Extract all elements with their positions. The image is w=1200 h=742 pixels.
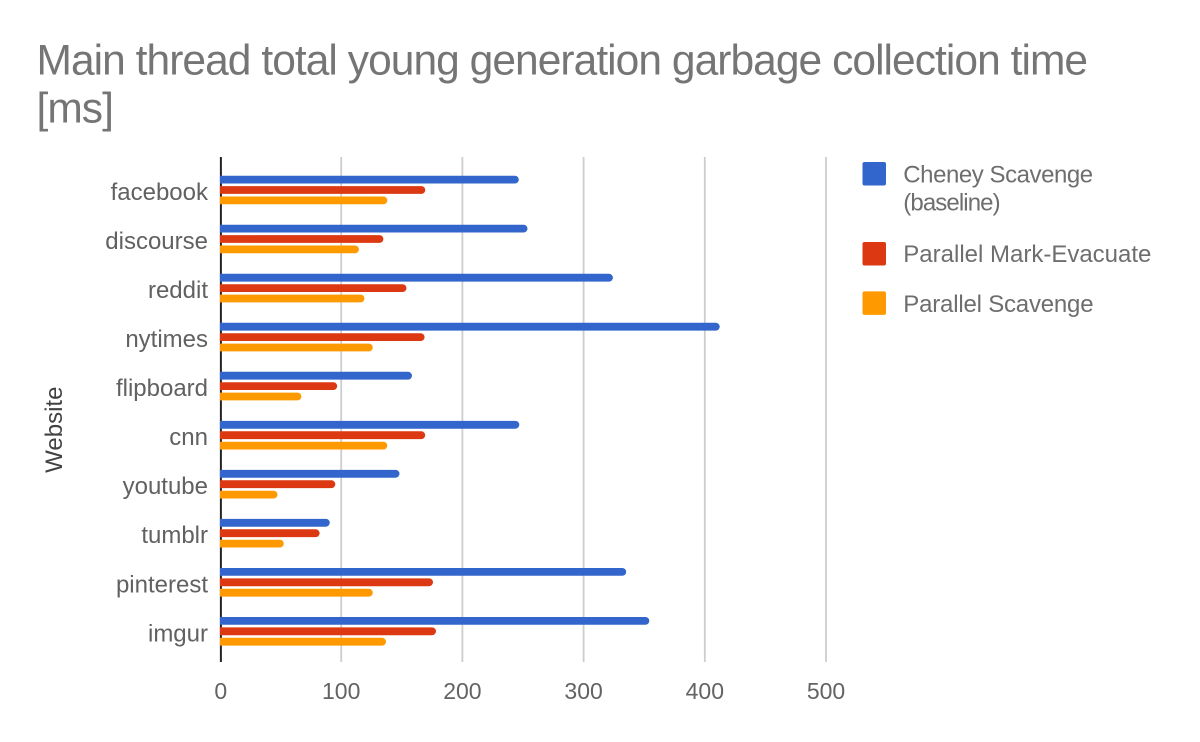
- svg-text:300: 300: [564, 678, 602, 704]
- svg-text:100: 100: [322, 678, 360, 704]
- svg-text:400: 400: [686, 678, 724, 704]
- svg-text:0: 0: [214, 678, 227, 704]
- svg-text:500: 500: [807, 678, 845, 704]
- svg-text:flipboard: flipboard: [116, 375, 208, 402]
- svg-text:nytimes: nytimes: [125, 326, 208, 353]
- svg-text:youtube: youtube: [123, 473, 208, 500]
- svg-text:200: 200: [443, 678, 481, 704]
- svg-text:pinterest: pinterest: [116, 571, 208, 598]
- svg-text:Parallel Scavenge: Parallel Scavenge: [903, 291, 1093, 318]
- svg-text:cnn: cnn: [169, 424, 208, 451]
- svg-text:Website: Website: [41, 387, 68, 473]
- svg-text:Parallel Mark-Evacuate: Parallel Mark-Evacuate: [903, 241, 1151, 268]
- svg-text:(baseline): (baseline): [903, 190, 999, 217]
- svg-text:[ms]: [ms]: [37, 86, 113, 133]
- svg-text:discourse: discourse: [105, 228, 208, 255]
- svg-text:facebook: facebook: [111, 179, 209, 206]
- svg-text:imgur: imgur: [148, 620, 208, 647]
- svg-text:tumblr: tumblr: [141, 522, 208, 549]
- svg-text:Cheney Scavenge: Cheney Scavenge: [903, 162, 1092, 189]
- svg-text:reddit: reddit: [148, 277, 208, 304]
- svg-text:Main thread total young genera: Main thread total young generation garba…: [37, 38, 1088, 85]
